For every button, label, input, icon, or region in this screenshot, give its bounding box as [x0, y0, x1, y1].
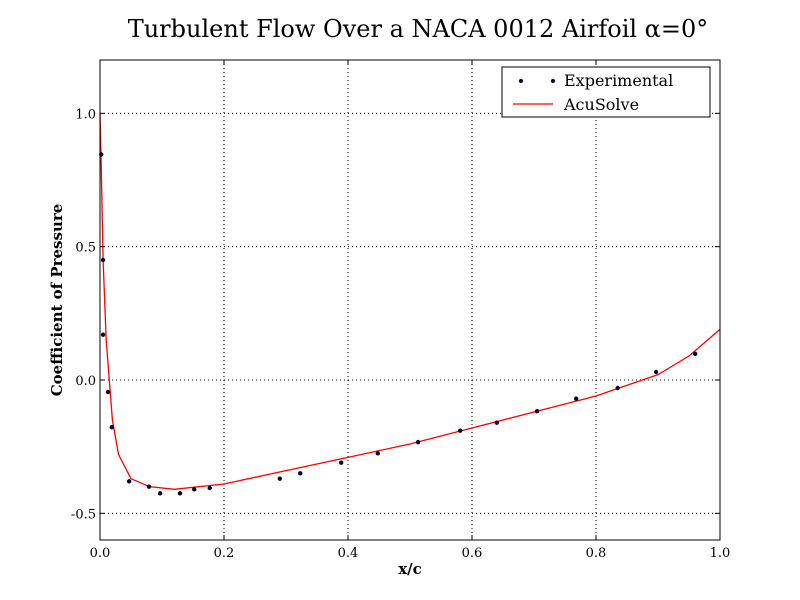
- experimental-point: [458, 428, 463, 433]
- y-tick-label: 1.0: [75, 107, 96, 122]
- y-axis-label: Coefficient of Pressure: [48, 204, 66, 397]
- series-layer: [99, 113, 721, 496]
- ticks: 0.0 0.2 0.4 0.6 0.8 1.0 -0.5 0.0 0.5 1.0: [71, 60, 730, 561]
- experimental-point: [653, 369, 659, 375]
- legend-label-experimental: Experimental: [564, 71, 673, 90]
- experimental-point: [375, 451, 380, 456]
- x-tick-label: 0.2: [214, 546, 235, 561]
- experimental-point: [105, 389, 111, 395]
- y-tick-label: 0.5: [75, 241, 96, 256]
- x-tick-label: 0.4: [338, 546, 359, 561]
- experimental-point: [146, 484, 152, 489]
- experimental-point: [338, 460, 344, 465]
- legend-marker-experimental: [551, 79, 555, 83]
- x-axis-label: x/c: [398, 560, 422, 578]
- experimental-point: [415, 439, 421, 445]
- experimental-point: [109, 425, 114, 430]
- legend-marker-experimental: [519, 79, 523, 83]
- experimental-point: [277, 476, 282, 481]
- experimental-point: [615, 385, 620, 391]
- experimental-point: [100, 332, 106, 337]
- experimental-point: [298, 471, 303, 476]
- y-tick-label: -0.5: [71, 507, 96, 522]
- experimental-point: [207, 485, 212, 491]
- x-tick-label: 0.6: [462, 546, 483, 561]
- grid: [99, 60, 721, 540]
- experimental-point: [100, 257, 106, 263]
- x-tick-label: 1.0: [710, 546, 731, 561]
- legend: Experimental AcuSolve: [501, 66, 711, 118]
- chart-title: Turbulent Flow Over a NACA 0012 Airfoil …: [128, 15, 709, 43]
- legend-label-acusolve: AcuSolve: [563, 95, 639, 114]
- experimental-point: [157, 491, 163, 496]
- experimental-point: [126, 479, 132, 484]
- experimental-point: [494, 420, 499, 425]
- legend-box: [501, 66, 711, 118]
- experimental-point: [177, 491, 183, 496]
- plot-frame: [99, 59, 721, 541]
- acusolve-line: [99, 113, 721, 490]
- experimental-point: [693, 351, 698, 357]
- experimental-point: [534, 409, 540, 414]
- x-tick-label: 0.8: [586, 546, 607, 561]
- x-tick-label: 0.0: [90, 546, 111, 561]
- experimental-point: [573, 396, 579, 401]
- experimental-point: [192, 487, 197, 492]
- y-tick-label: 0.0: [75, 374, 96, 389]
